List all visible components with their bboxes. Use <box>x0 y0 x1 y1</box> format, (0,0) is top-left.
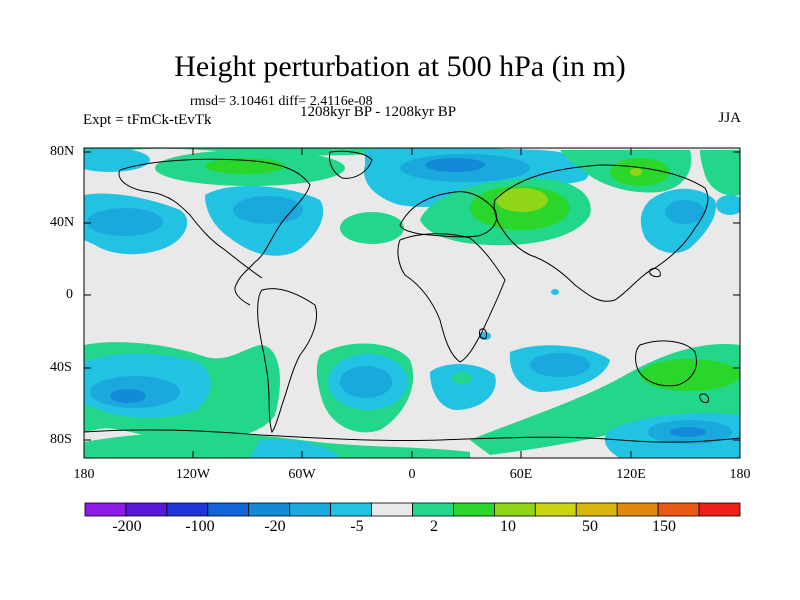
lon-label: 0 <box>408 467 416 482</box>
colorbar-swatch <box>698 502 741 517</box>
negative-contour <box>340 366 392 398</box>
lon-label: 60W <box>288 467 316 482</box>
colorbar-label: -5 <box>350 518 364 535</box>
negative-contour <box>551 289 559 295</box>
lon-ticks <box>83 148 632 458</box>
lat-label: 40N <box>50 215 75 230</box>
chart-title: Height perturbation at 500 hPa (in m) <box>174 50 626 83</box>
colorbar-label: 50 <box>582 518 598 535</box>
lon-label: 180 <box>73 467 95 482</box>
positive-contour <box>496 188 548 212</box>
lon-label: 60E <box>509 467 533 482</box>
colorbar-swatch <box>575 502 618 517</box>
negative-contour <box>716 195 740 215</box>
lat-ticks <box>84 151 740 441</box>
positive-contour <box>340 212 404 244</box>
colorbar-swatch <box>616 502 659 517</box>
period-label: 1208kyr BP - 1208kyr BP <box>300 104 457 120</box>
positive-contour <box>630 168 642 176</box>
experiment-label: Expt = tFmCk-tEvTk <box>83 112 212 128</box>
negative-contour <box>530 353 590 377</box>
colorbar-swatch <box>248 502 291 517</box>
coastlines <box>84 150 740 443</box>
contour-field <box>84 148 740 458</box>
lat-label: 40S <box>50 360 72 375</box>
negative-contour <box>84 148 150 172</box>
lon-label: 120W <box>175 467 211 482</box>
colorbar <box>84 502 741 517</box>
colorbar-label: -200 <box>112 518 142 535</box>
negative-contour <box>430 364 496 410</box>
colorbar-swatch <box>84 502 127 517</box>
colorbar-swatch <box>453 502 495 517</box>
positive-contour <box>700 150 740 196</box>
colorbar-label: 2 <box>430 518 438 535</box>
negative-contour <box>665 200 705 224</box>
colorbar-label: 150 <box>652 518 676 535</box>
colorbar-swatch <box>412 502 454 517</box>
lon-label: 180 <box>729 467 751 482</box>
negative-contour <box>670 427 706 437</box>
colorbar-swatch <box>125 502 168 517</box>
colorbar-label: -20 <box>264 518 286 535</box>
colorbar-swatch <box>371 502 413 517</box>
colorbar-label: -100 <box>185 518 215 535</box>
lon-label: 120E <box>616 467 646 482</box>
colorbar-swatch <box>289 502 332 517</box>
colorbar-label: 10 <box>500 518 516 535</box>
lat-label: 0 <box>66 287 73 302</box>
lat-label: 80N <box>50 144 75 159</box>
negative-contour <box>250 439 340 458</box>
colorbar-swatch <box>207 502 250 517</box>
season-label: JJA <box>718 110 741 126</box>
colorbar-swatch <box>534 502 577 517</box>
lat-label: 80S <box>50 432 72 447</box>
rmsd-stats: rmsd= 3.10461 diff= 2.4116e-08 <box>190 94 373 109</box>
positive-contour <box>640 359 740 391</box>
negative-contour <box>110 389 146 403</box>
negative-contour <box>87 208 163 236</box>
colorbar-swatch <box>657 502 700 517</box>
positive-contour <box>452 372 472 384</box>
colorbar-swatch <box>330 502 372 517</box>
colorbar-swatch <box>493 502 536 517</box>
negative-contour <box>425 158 485 172</box>
colorbar-swatch <box>166 502 209 517</box>
